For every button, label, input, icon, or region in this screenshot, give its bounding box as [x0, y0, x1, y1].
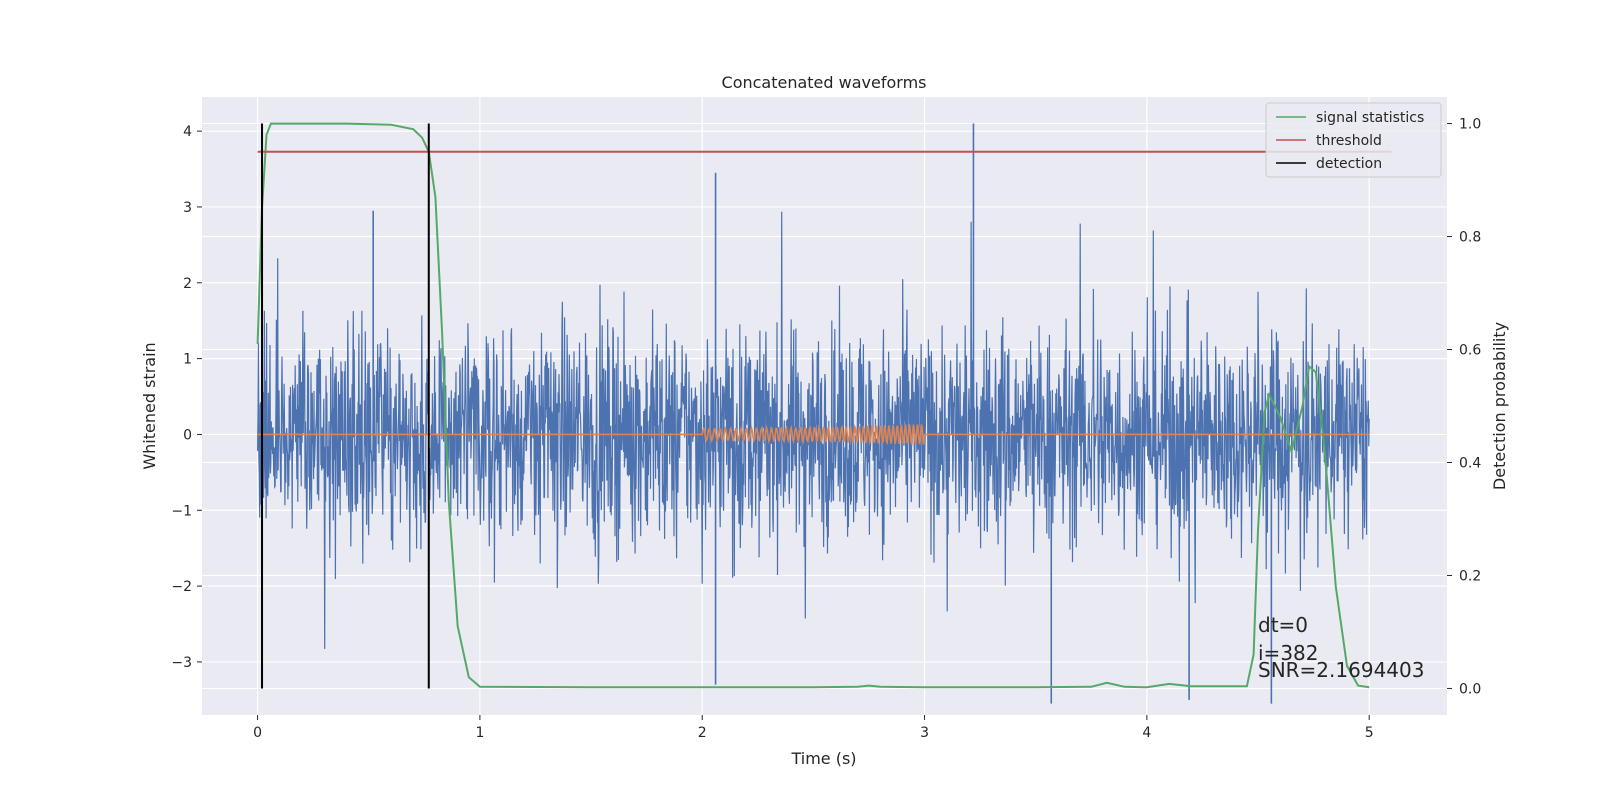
series-layer — [256, 122, 1392, 704]
x-tick-label: 3 — [920, 725, 929, 741]
y-tick-label: −3 — [171, 655, 192, 671]
x-tick-label: 4 — [1142, 725, 1151, 741]
legend-label-threshold: threshold — [1316, 133, 1382, 149]
y2-tick-label: 0.6 — [1459, 343, 1481, 359]
y-tick-label: 3 — [183, 200, 192, 216]
x-tick-label: 5 — [1365, 725, 1374, 741]
y2-tick-label: 1.0 — [1459, 117, 1481, 133]
y-tick-label: −2 — [171, 579, 192, 595]
legend-label-detection: detection — [1316, 156, 1382, 172]
legend: signal statistics threshold detection — [1265, 102, 1442, 178]
x-tick-label: 1 — [475, 725, 484, 741]
y-axis-label: Whitened strain — [140, 342, 159, 469]
y2-ticks: 0.0 0.2 0.4 0.6 0.8 1.0 — [1447, 117, 1481, 697]
annotations: dt=0 i=382 SNR=2.1694403 — [1258, 613, 1424, 682]
legend-label-signal-statistics: signal statistics — [1316, 110, 1424, 126]
y-tick-label: 0 — [183, 427, 192, 443]
y-ticks: −3 −2 −1 0 1 2 3 4 — [171, 124, 202, 671]
annotation-snr: SNR=2.1694403 — [1258, 658, 1424, 682]
x-axis-label: Time (s) — [790, 749, 856, 768]
x-tick-label: 2 — [698, 725, 707, 741]
legend-box — [1265, 102, 1442, 178]
y-tick-label: 1 — [183, 352, 192, 368]
y2-axis-label: Detection probability — [1490, 322, 1509, 490]
annotation-index: i=382 — [1258, 641, 1319, 665]
annotation-dt: dt=0 — [1258, 613, 1308, 637]
y2-tick-label: 0.0 — [1459, 681, 1481, 697]
signal-statistics-line — [256, 122, 1370, 689]
x-tick-label: 0 — [253, 725, 262, 741]
chart-title: Concatenated waveforms — [722, 73, 927, 92]
y-tick-label: 2 — [183, 276, 192, 292]
y2-tick-label: 0.4 — [1459, 455, 1481, 471]
injected-waveform-line — [257, 423, 1370, 447]
x-ticks: 0 1 2 3 4 5 — [253, 715, 1374, 741]
y-tick-label: −1 — [171, 503, 192, 519]
y2-tick-label: 0.8 — [1459, 230, 1481, 246]
y-tick-label: 4 — [183, 124, 192, 140]
y2-tick-label: 0.2 — [1459, 568, 1481, 584]
